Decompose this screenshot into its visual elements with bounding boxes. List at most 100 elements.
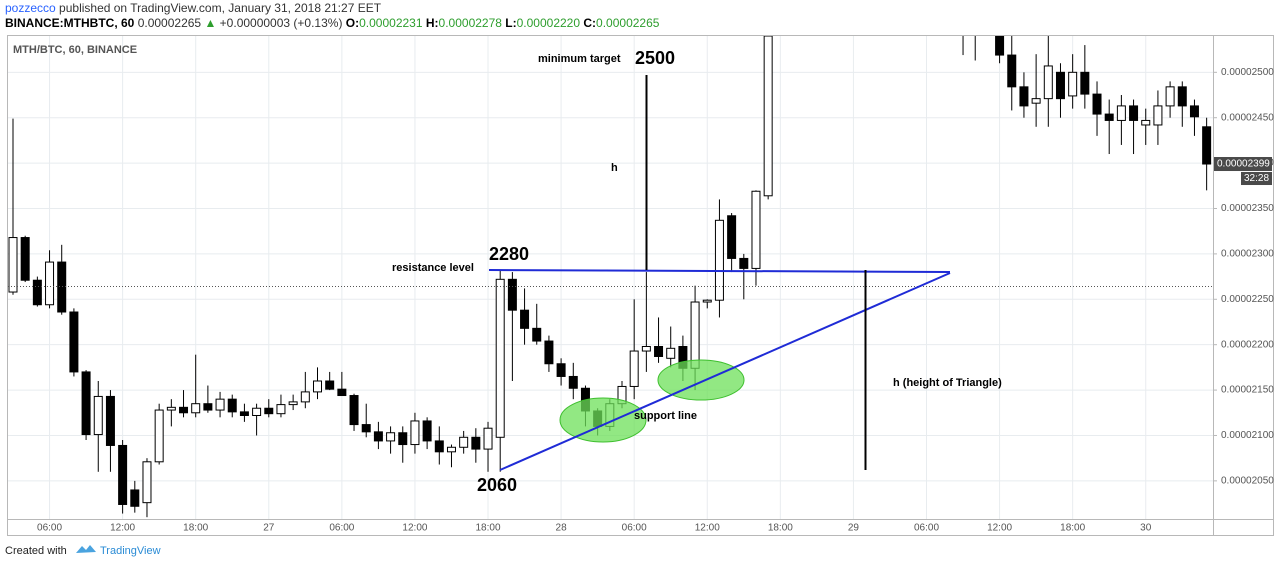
candle-body <box>1202 126 1212 165</box>
candle-body <box>252 407 262 417</box>
chart-title: MTH/BTC, 60, BINANCE <box>13 44 137 56</box>
candle-body <box>264 407 274 415</box>
last: 0.00002265 <box>138 16 202 30</box>
header-line-2: BINANCE:MTHBTC, 60 0.00002265 ▲ +0.00000… <box>5 16 660 30</box>
price-label-box <box>1214 157 1272 172</box>
published: published on TradingView.com, January 31… <box>59 1 382 15</box>
candle-body <box>57 261 67 313</box>
frame <box>7 35 1274 536</box>
y-tick-label: 0.00002500 <box>1221 67 1274 78</box>
candle-body <box>507 278 517 311</box>
candle-body <box>1031 98 1041 104</box>
resistance-line <box>488 269 951 273</box>
x-tick-label: 30 <box>1140 523 1152 534</box>
x-tick-label: 27 <box>263 523 275 534</box>
y-tick-label: 0.00002200 <box>1221 339 1274 350</box>
annotation: resistance level <box>392 262 474 274</box>
x-tick-label: 12:00 <box>110 523 135 534</box>
candle-body <box>142 461 152 504</box>
price-label: 0.00002399 <box>1217 159 1270 170</box>
support-line <box>499 272 951 471</box>
x-tick-label: 28 <box>556 523 568 534</box>
candle-body <box>1007 54 1017 88</box>
change: +0.00000003 (+0.13%) <box>220 16 343 30</box>
author[interactable]: pozzecco <box>5 1 56 15</box>
y-tick-label: 0.00002050 <box>1221 476 1274 487</box>
countdown: 32:28 <box>1244 173 1269 184</box>
candle-body <box>422 420 432 442</box>
candle-body <box>227 398 237 413</box>
candle-body <box>544 340 554 365</box>
footer-brand[interactable]: TradingView <box>100 545 161 557</box>
candle-body <box>81 371 91 436</box>
l: 0.00002220 <box>517 16 581 30</box>
candle-body <box>1068 71 1078 97</box>
o: 0.00002231 <box>359 16 423 30</box>
x-tick-label: 18:00 <box>476 523 501 534</box>
candle-body <box>995 36 1005 56</box>
candle-body <box>629 350 639 387</box>
candle-body <box>1189 105 1199 118</box>
logo <box>76 545 96 553</box>
y-tick-label: 0.00002350 <box>1221 203 1274 214</box>
candle-body <box>532 327 542 342</box>
candle-body <box>45 261 55 306</box>
candle-body <box>191 403 201 414</box>
annotation: support line <box>634 410 697 422</box>
candle-body <box>386 432 396 442</box>
grid <box>8 36 1213 519</box>
candle-body <box>130 489 140 507</box>
symbol: BINANCE:MTHBTC, 60 <box>5 16 135 30</box>
c: 0.00002265 <box>596 16 660 30</box>
candle-body <box>239 411 249 416</box>
candle-body <box>446 446 456 453</box>
candle-body <box>361 424 371 433</box>
candle-body <box>118 444 128 505</box>
candle-body <box>727 215 737 259</box>
y-tick-label: 0.00002250 <box>1221 294 1274 305</box>
y-tick-label: 0.00002100 <box>1221 430 1274 441</box>
x-tick-label: 18:00 <box>768 523 793 534</box>
candle-body <box>1141 119 1151 126</box>
candle-body <box>483 427 493 450</box>
candle-body <box>300 391 310 403</box>
y-tick-label: 0.00002150 <box>1221 385 1274 396</box>
candle-body <box>495 278 505 438</box>
candle-body <box>1129 105 1139 121</box>
candle-body <box>1080 71 1090 95</box>
candle-body <box>1019 86 1029 107</box>
candle-body <box>69 311 79 373</box>
candle-body <box>520 309 530 329</box>
drawings <box>488 75 951 471</box>
x-tick-label: 29 <box>848 523 860 534</box>
candle-body <box>288 401 298 406</box>
candle-body <box>276 404 286 415</box>
c-label: C: <box>583 16 596 30</box>
candle-body <box>20 237 30 281</box>
candle-body <box>1043 65 1053 100</box>
footer-text: Created with <box>5 545 67 557</box>
candle-body <box>373 431 383 442</box>
candle-body <box>325 380 335 390</box>
y-tick-label: 0.00002300 <box>1221 249 1274 260</box>
x-tick-label: 06:00 <box>622 523 647 534</box>
candle-body <box>410 420 420 446</box>
header-line-1: pozzecco published on TradingView.com, J… <box>5 1 382 15</box>
support-ellipse <box>657 359 745 401</box>
support-ellipse <box>559 397 647 443</box>
x-tick-label: 06:00 <box>329 523 354 534</box>
x-tick-label: 06:00 <box>37 523 62 534</box>
candle-body <box>1104 113 1114 121</box>
candle-body <box>398 432 408 446</box>
annotation: h (height of Triangle) <box>893 377 1002 389</box>
annotation: minimum target <box>538 53 621 65</box>
candle-body <box>154 409 164 463</box>
candle-body <box>32 279 42 306</box>
candle-body <box>1177 86 1187 107</box>
candle-body <box>763 36 773 197</box>
candle-body <box>203 403 213 411</box>
candle-body <box>739 257 749 269</box>
x-tick-label: 12:00 <box>695 523 720 534</box>
x-tick-label: 06:00 <box>914 523 939 534</box>
